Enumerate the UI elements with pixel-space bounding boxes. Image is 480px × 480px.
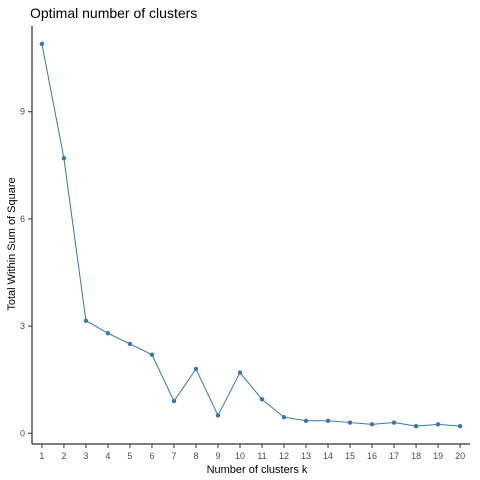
- data-point: [149, 352, 155, 357]
- axes: [31, 26, 470, 445]
- data-point: [435, 422, 441, 427]
- series-line: [41, 43, 461, 427]
- data-point: [237, 370, 243, 375]
- data-point: [281, 415, 287, 420]
- data-point: [215, 413, 221, 418]
- data-point: [61, 155, 67, 161]
- x-tick-label: 13: [301, 451, 311, 461]
- x-tick-label: 9: [215, 451, 220, 461]
- x-tick-label: 14: [323, 451, 333, 461]
- x-tick-label: 19: [433, 451, 443, 461]
- x-tick-label: 10: [235, 451, 245, 461]
- data-point: [259, 397, 265, 402]
- x-tick-label: 18: [411, 451, 421, 461]
- data-point: [105, 331, 111, 336]
- data-point: [413, 423, 419, 429]
- chart-title: Optimal number of clusters: [30, 5, 197, 21]
- data-point: [325, 418, 331, 423]
- x-tick-label: 7: [171, 451, 176, 461]
- x-tick-label: 16: [367, 451, 377, 461]
- data-point: [83, 318, 89, 323]
- y-tick-label: 9: [20, 107, 25, 117]
- x-tick-label: 15: [345, 451, 355, 461]
- x-tick-label: 2: [61, 451, 66, 461]
- data-point: [457, 423, 463, 429]
- x-tick-label: 12: [279, 451, 289, 461]
- x-axis-label: Number of clusters k: [207, 464, 308, 476]
- data-point: [171, 398, 177, 404]
- x-tick-label: 1: [39, 451, 44, 461]
- data-point: [39, 41, 45, 47]
- data-point: [391, 420, 397, 425]
- x-tick-label: 20: [455, 451, 465, 461]
- x-tick-label: 8: [193, 451, 198, 461]
- x-tick-label: 11: [257, 451, 266, 461]
- data-point: [369, 422, 375, 427]
- x-tick-label: 6: [149, 451, 154, 461]
- y-tick-label: 6: [20, 214, 25, 224]
- x-tick-label: 3: [83, 451, 88, 461]
- data-point: [303, 418, 309, 423]
- x-tick-label: 4: [105, 451, 110, 461]
- y-ticks: 0 3 6 9: [20, 107, 32, 438]
- y-axis-label: Total Within Sum of Square: [6, 177, 18, 310]
- data-point: [347, 420, 353, 425]
- x-tick-label: 5: [127, 451, 132, 461]
- data-point: [193, 366, 199, 372]
- x-ticks: 1 2 3 4 5 6 7 8 9 10 11 12 13 14 15 16 17 18 19 20: [39, 444, 465, 461]
- y-tick-label: 0: [20, 428, 25, 438]
- data-point: [127, 341, 133, 347]
- x-tick-label: 17: [389, 451, 399, 461]
- y-tick-label: 3: [20, 321, 25, 331]
- series: [39, 41, 463, 429]
